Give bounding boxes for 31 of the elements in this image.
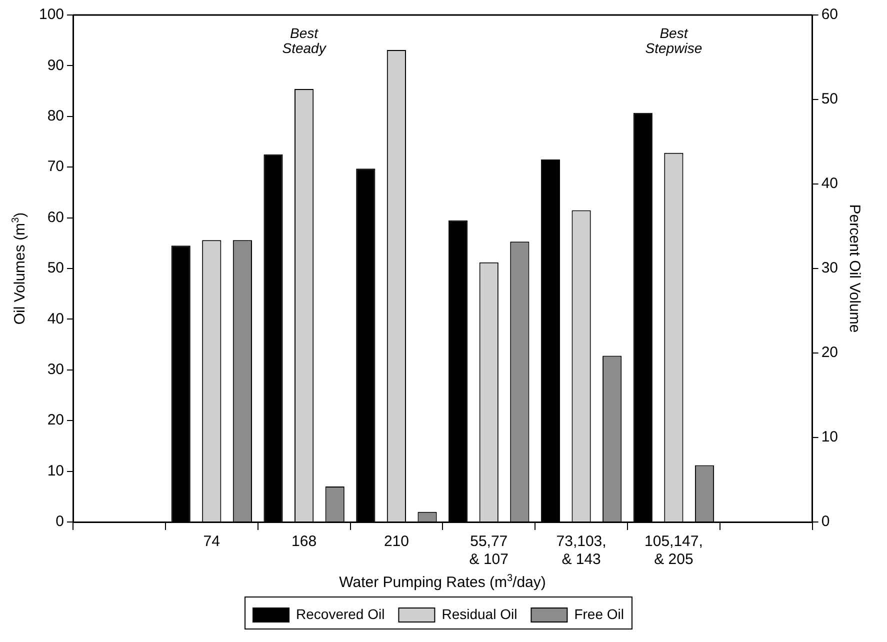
y2-axis-title: Percent Oil Volume bbox=[846, 204, 863, 333]
y-tick-label: 10 bbox=[47, 462, 64, 480]
x-tick-label: 73,103, & 143 bbox=[556, 533, 606, 568]
legend-label: Free Oil bbox=[574, 606, 624, 622]
legend-label: Residual Oil bbox=[442, 606, 518, 622]
y-tick-label: 30 bbox=[47, 361, 64, 378]
x-tick-label: 74 bbox=[203, 533, 220, 550]
x-tick-label: 105,147, & 205 bbox=[644, 533, 703, 568]
y2-tick-label: 0 bbox=[821, 513, 830, 530]
y-tick-label: 70 bbox=[47, 158, 64, 176]
x-tick-label: 210 bbox=[384, 533, 409, 550]
y2-tick-label: 30 bbox=[821, 260, 838, 277]
x-axis-title: Water Pumping Rates (m$^{3}$/day) bbox=[339, 573, 546, 591]
y-tick-label: 0 bbox=[56, 513, 64, 530]
y2-tick-label: 40 bbox=[821, 175, 838, 192]
annotation: Best Stepwise bbox=[645, 24, 702, 56]
y-tick-label: 60 bbox=[47, 208, 64, 226]
y-tick-label: 90 bbox=[47, 56, 64, 74]
y-tick-label: 40 bbox=[47, 310, 64, 328]
y-tick-label: 20 bbox=[47, 412, 64, 429]
y2-tick-label: 60 bbox=[821, 6, 838, 24]
y2-tick-label: 50 bbox=[821, 90, 838, 108]
y-tick-label: 80 bbox=[47, 108, 64, 125]
y-tick-label: 50 bbox=[47, 260, 64, 277]
annotation: Best Steady bbox=[282, 24, 327, 56]
y2-tick-label: 10 bbox=[821, 428, 838, 446]
y2-tick-label: 20 bbox=[821, 344, 838, 362]
x-tick-label: 168 bbox=[292, 533, 317, 550]
y-tick-label: 100 bbox=[38, 6, 64, 24]
legend-label: Recovered Oil bbox=[296, 606, 385, 622]
x-tick-label: 55,77 & 107 bbox=[469, 533, 508, 568]
